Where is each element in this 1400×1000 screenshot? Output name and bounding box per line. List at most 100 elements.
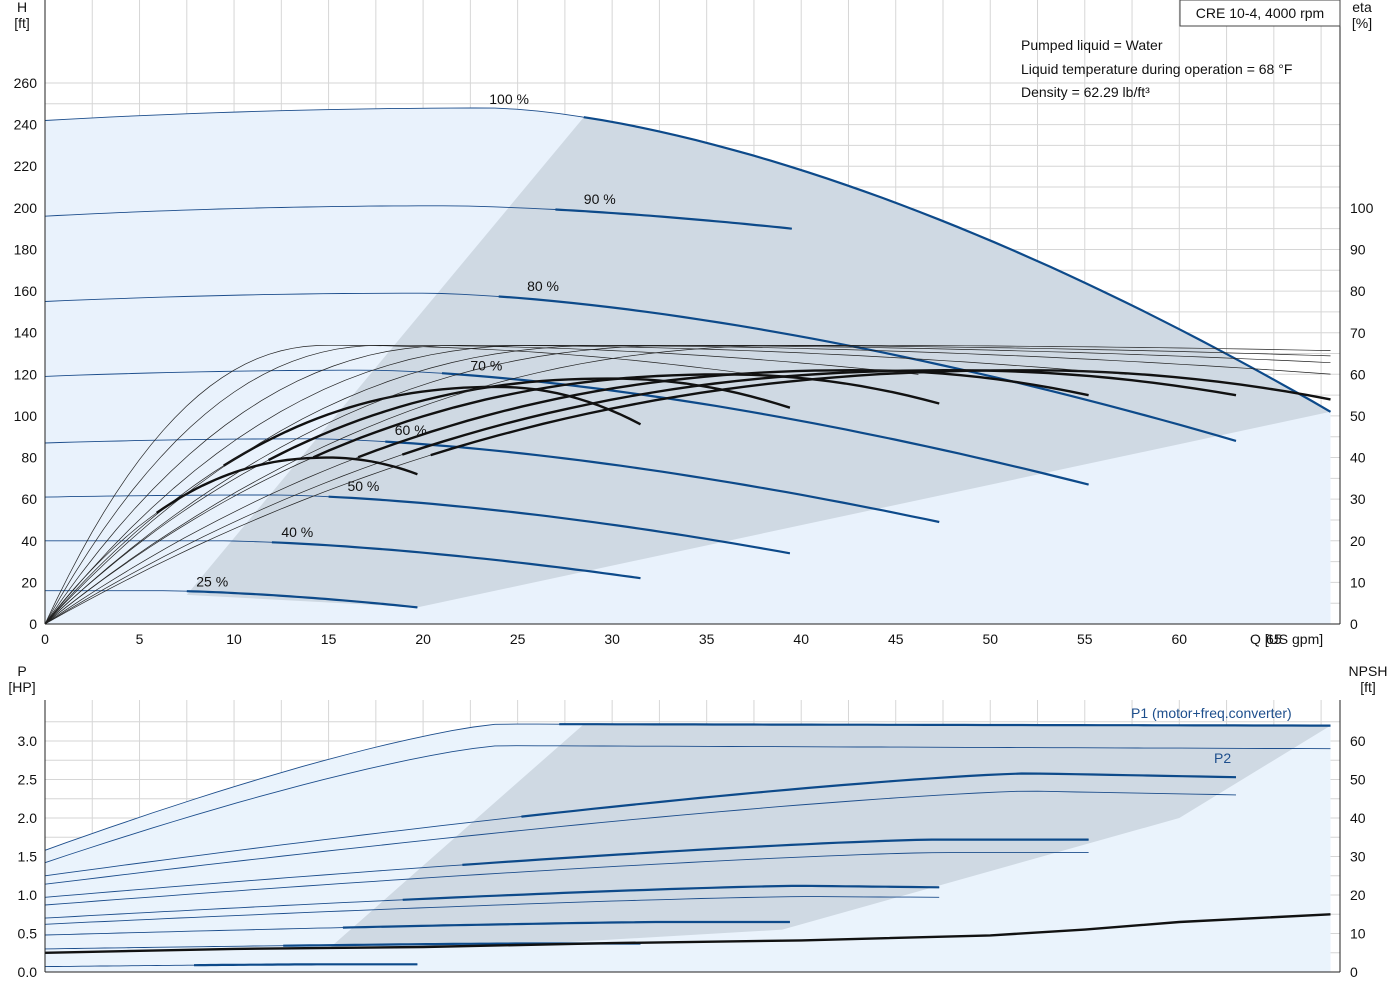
p1-curve-operating <box>193 963 418 967</box>
y-tick-label-left: 2.0 <box>18 810 38 826</box>
chart-title: CRE 10-4, 4000 rpm <box>1196 5 1324 21</box>
p1-curve-operating <box>521 772 1237 818</box>
y-tick-label-left: 180 <box>14 241 38 257</box>
speed-label: 100 % <box>489 91 529 107</box>
x-tick-label: 15 <box>321 631 337 647</box>
x-tick-label: 65 <box>1266 631 1282 647</box>
y-axis-label-left: [ft] <box>14 15 30 31</box>
y-tick-label-left: 260 <box>14 75 38 91</box>
y-axis-label-right: NPSH <box>1349 663 1388 679</box>
y-tick-label-left: 40 <box>21 533 37 549</box>
annotation-density: Density = 62.29 lb/ft³ <box>1021 84 1150 100</box>
y-tick-label-right: 60 <box>1350 733 1366 749</box>
y-tick-label-right: 40 <box>1350 450 1366 466</box>
y-tick-label-right: 0 <box>1350 616 1358 632</box>
x-tick-label: 60 <box>1172 631 1188 647</box>
y-axis-label-left: H <box>17 0 27 15</box>
x-tick-label: 40 <box>793 631 809 647</box>
y-tick-label-left: 2.5 <box>18 772 38 788</box>
efficiency-curve-operating <box>267 377 791 462</box>
x-tick-label: 25 <box>510 631 526 647</box>
y-tick-label-right: 20 <box>1350 533 1366 549</box>
y-tick-label-left: 3.0 <box>18 733 38 749</box>
head-curve-operating <box>498 295 1237 442</box>
series-label-p2: P2 <box>1214 750 1231 766</box>
x-tick-label: 20 <box>415 631 431 647</box>
y-tick-label-left: 200 <box>14 200 38 216</box>
x-tick-label: 10 <box>226 631 242 647</box>
y-tick-label-right: 50 <box>1350 408 1366 424</box>
y-tick-label-right: 40 <box>1350 810 1366 826</box>
y-tick-label-left: 120 <box>14 366 38 382</box>
x-axis-label: Q [US gpm] <box>1250 631 1323 647</box>
x-tick-label: 30 <box>604 631 620 647</box>
efficiency-curve-reference <box>44 344 1331 625</box>
y-tick-label-right: 10 <box>1350 926 1366 942</box>
efficiency-curve-reference <box>44 344 1127 625</box>
x-tick-label: 5 <box>136 631 144 647</box>
p2-curve <box>44 896 940 925</box>
y-tick-label-left: 1.5 <box>18 849 38 865</box>
y-tick-label-left: 0.5 <box>18 926 38 942</box>
y-tick-label-left: 240 <box>14 117 38 133</box>
head-curve-operating <box>583 116 1332 413</box>
y-tick-label-right: 30 <box>1350 491 1366 507</box>
efficiency-curve-reference <box>44 344 919 625</box>
p2-curve <box>44 745 1331 864</box>
efficiency-curve-operating <box>430 369 1331 457</box>
speed-label: 70 % <box>470 357 502 373</box>
y-axis-label-left: [HP] <box>8 679 35 695</box>
y-tick-label-right: 80 <box>1350 283 1366 299</box>
speed-label: 60 % <box>395 422 427 438</box>
y-tick-label-right: 20 <box>1350 887 1366 903</box>
speed-label: 40 % <box>281 524 313 540</box>
speed-label: 50 % <box>347 478 379 494</box>
y-tick-label-right: 50 <box>1350 772 1366 788</box>
y-tick-label-left: 160 <box>14 283 38 299</box>
x-tick-label: 55 <box>1077 631 1093 647</box>
annotation-liquid: Pumped liquid = Water <box>1021 37 1163 53</box>
efficiency-curve-reference <box>44 344 753 625</box>
y-axis-label-right: [%] <box>1352 15 1372 31</box>
y-tick-label-right: 60 <box>1350 366 1366 382</box>
x-tick-label: 45 <box>888 631 904 647</box>
y-tick-label-left: 140 <box>14 325 38 341</box>
p1-curve-operating <box>342 920 790 929</box>
p2-curve <box>44 790 1237 885</box>
y-tick-label-left: 0.0 <box>18 964 38 980</box>
y-tick-label-left: 80 <box>21 450 37 466</box>
p2-curve <box>44 852 1089 906</box>
annotation-temperature: Liquid temperature during operation = 68… <box>1021 61 1292 77</box>
power-npsh-panel: 0.0 0.5 1.0 1.5 2.0 2.5 3.0 0 10 20 30 40 50 60 P[HP] N… <box>8 663 1387 980</box>
efficiency-curve-operating <box>223 385 642 467</box>
title-box <box>1179 0 1341 27</box>
speed-label: 25 % <box>196 574 228 590</box>
series-label-p1: P1 (motor+freq.converter) <box>1131 705 1292 721</box>
x-tick-label: 0 <box>41 631 49 647</box>
y-tick-label-right: 30 <box>1350 849 1366 865</box>
y-tick-label-left: 60 <box>21 491 37 507</box>
y-tick-label-left: 0 <box>29 616 37 632</box>
efficiency-curve-reference <box>44 344 1331 625</box>
speed-label: 80 % <box>527 278 559 294</box>
p1-curve-operating <box>402 884 940 901</box>
y-tick-label-left: 100 <box>14 408 38 424</box>
y-axis-label-right: [ft] <box>1360 679 1376 695</box>
p1-curve-operating <box>462 838 1089 866</box>
operating-range-dark <box>186 117 1331 608</box>
y-tick-label-right: 0 <box>1350 964 1358 980</box>
efficiency-curve-reference <box>44 344 1331 625</box>
head-efficiency-panel: 0 5 10 15 20 25 30 35 40 45 50 55 60 6502040608010012… <box>14 0 1374 647</box>
y-tick-label-right: 100 <box>1350 200 1374 216</box>
y-tick-label-left: 220 <box>14 158 38 174</box>
y-tick-label-left: 20 <box>21 574 37 590</box>
speed-label: 90 % <box>584 191 616 207</box>
y-axis-label-right: eta <box>1352 0 1372 15</box>
y-tick-label-right: 70 <box>1350 325 1366 341</box>
p1-curve-operating <box>559 723 1331 727</box>
efficiency-curve-operating <box>156 456 418 514</box>
npsh-curve <box>44 913 1331 954</box>
x-tick-label: 50 <box>982 631 998 647</box>
y-tick-label-right: 90 <box>1350 242 1366 258</box>
